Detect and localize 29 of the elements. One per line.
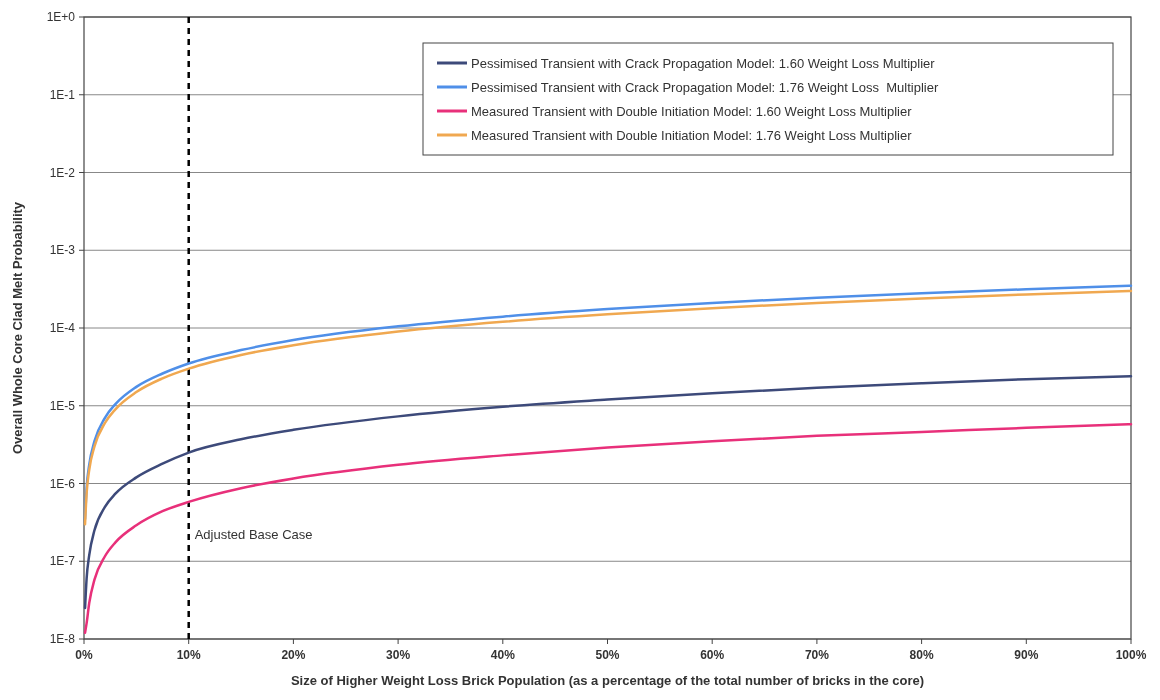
x-tick-label: 20% <box>281 648 306 662</box>
x-tick-label: 40% <box>490 648 516 662</box>
legend-label: Pessimised Transient with Crack Propagation Model: 1.60 Weight Loss Multiplier <box>471 55 936 71</box>
x-tick-label: 30% <box>386 648 411 662</box>
y-tick-label: 1E-6 <box>49 476 76 491</box>
ref-line-label: Adjusted Base Case <box>194 527 313 543</box>
y-tick-label: 1E-7 <box>49 554 76 569</box>
x-tick-label: 100% <box>1115 648 1147 662</box>
x-tick-label: 0% <box>75 648 93 662</box>
x-tick-label: 80% <box>909 648 934 662</box>
legend-label: Measured Transient with Double Initiation Model: 1.76 Weight Loss Multiplier <box>471 127 913 143</box>
line-series <box>83 422 1133 635</box>
y-tick-label: 1E-1 <box>49 87 76 102</box>
x-tick-label: 90% <box>1014 648 1039 662</box>
y-tick-label: 1E-4 <box>49 321 76 336</box>
y-tick-label: 1E-2 <box>49 165 76 180</box>
x-axis-title: Size of Higher Weight Loss Brick Population (as a percentage of the total number of bricks in the core) <box>290 673 925 688</box>
x-tick-label: 50% <box>595 648 620 662</box>
y-tick-label: 1E-3 <box>49 243 76 258</box>
y-tick-label: 1E-8 <box>49 632 76 647</box>
legend-label: Measured Transient with Double Initiation Model: 1.60 Weight Loss Multiplier <box>471 103 913 119</box>
y-axis-title: Overall Whole Core Clad Melt Probability <box>10 201 25 455</box>
x-tick-label: 70% <box>804 648 830 662</box>
y-tick-label: 1E-5 <box>49 398 76 413</box>
legend-label: Pessimised Transient with Crack Propagation Model: 1.76 Weight Loss Multiplier <box>471 79 939 95</box>
x-tick-label: 60% <box>700 648 725 662</box>
y-tick-label: 1E+0 <box>46 10 76 25</box>
x-tick-label: 10% <box>176 648 202 662</box>
line-series <box>83 374 1133 610</box>
